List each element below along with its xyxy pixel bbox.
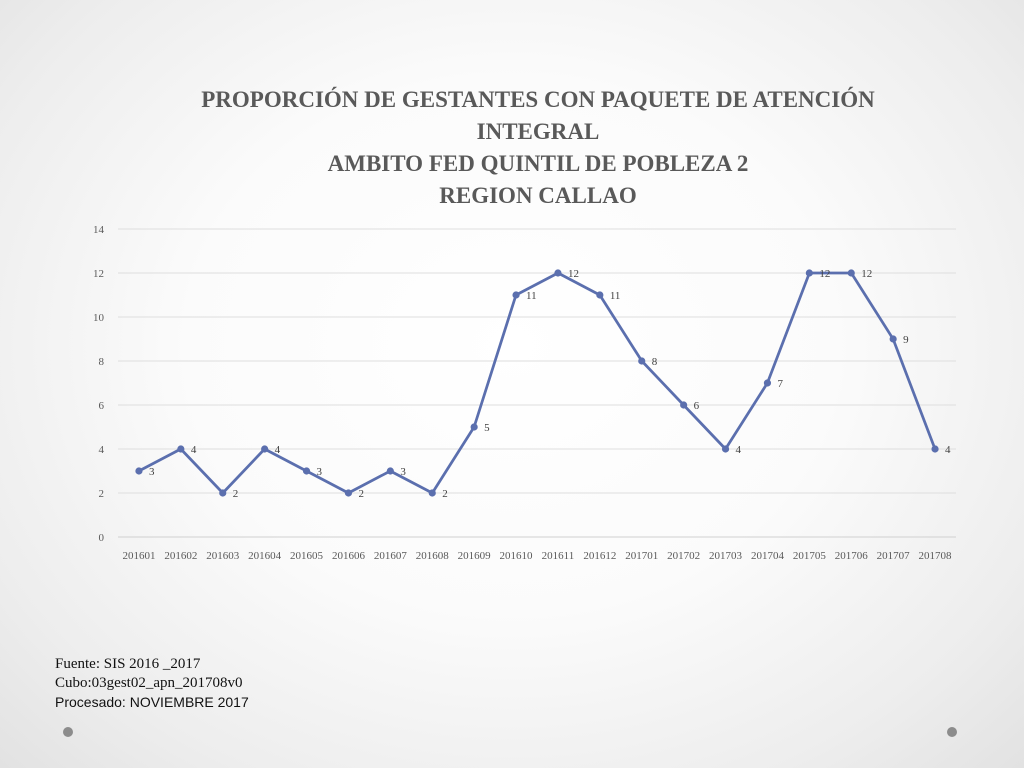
data-label: 4 (275, 444, 281, 456)
x-tick-label: 201602 (164, 550, 197, 562)
data-point (931, 445, 939, 453)
y-tick-label: 2 (99, 488, 105, 500)
chart-title: PROPORCIÓN DE GESTANTES CON PAQUETE DE A… (150, 84, 926, 212)
chart-title-line-4: REGION CALLAO (439, 183, 637, 208)
x-tick-label: 201706 (835, 550, 869, 562)
x-tick-label: 201704 (751, 550, 785, 562)
data-label: 2 (442, 488, 448, 500)
data-label: 3 (317, 466, 323, 478)
data-label: 2 (358, 488, 364, 500)
data-point (680, 401, 688, 409)
x-tick-label: 201703 (709, 550, 743, 562)
data-label: 3 (400, 466, 406, 478)
data-label: 12 (568, 268, 579, 280)
x-tick-label: 201601 (122, 550, 155, 562)
chart-title-line-2: INTEGRAL (476, 119, 600, 144)
x-tick-label: 201607 (374, 550, 408, 562)
x-tick-label: 201701 (625, 550, 658, 562)
data-label: 12 (861, 268, 872, 280)
data-point (554, 269, 562, 277)
data-point (344, 489, 353, 497)
data-point (135, 467, 143, 475)
data-label: 11 (526, 290, 537, 302)
data-point (596, 291, 604, 299)
data-point (428, 489, 436, 497)
gray-dot-icon (947, 727, 957, 737)
x-tick-label: 201705 (793, 550, 827, 562)
data-label: 4 (945, 444, 951, 456)
series-layer (137, 271, 937, 495)
y-tick-label: 10 (93, 312, 105, 324)
data-label: 4 (191, 444, 197, 456)
data-point (512, 291, 520, 299)
data-label: 3 (149, 466, 155, 478)
x-tick-label: 201612 (583, 550, 616, 562)
data-points (135, 269, 939, 497)
x-tick-label: 201605 (290, 550, 324, 562)
footer-processed-line: Procesado: NOVIEMBRE 2017 (55, 694, 249, 710)
x-tick-label: 201611 (542, 550, 575, 562)
x-tick-label: 201702 (667, 550, 700, 562)
data-point (302, 467, 311, 475)
y-tick-label: 12 (93, 268, 104, 280)
data-point (805, 269, 813, 277)
data-label: 11 (610, 290, 621, 302)
footer-source: Fuente: SIS 2016 _2017 Cubo:03gest02_apn… (55, 655, 249, 712)
footer-source-line: Fuente: SIS 2016 _2017 (55, 656, 201, 672)
data-label: 5 (484, 422, 490, 434)
data-point (721, 445, 730, 453)
series-line (137, 271, 937, 495)
y-tick-label: 4 (99, 444, 105, 456)
data-point (219, 489, 227, 497)
data-label: 4 (736, 444, 742, 456)
x-tick-label: 201603 (206, 550, 240, 562)
y-axis-ticks: 0 2 4 6 8 10 12 14 (93, 224, 105, 544)
x-tick-label: 201608 (416, 550, 450, 562)
chart-title-line-1: PROPORCIÓN DE GESTANTES CON PAQUETE DE A… (201, 87, 875, 112)
data-point (889, 335, 897, 343)
data-labels: 3 4 2 4 3 2 3 2 5 11 12 11 8 6 4 7 12 12 9 4 (149, 268, 951, 500)
data-label: 6 (694, 400, 700, 412)
footer-cube-line: Cubo:03gest02_apn_201708v0 (55, 675, 243, 691)
data-point (638, 357, 646, 365)
x-tick-label: 201606 (332, 550, 366, 562)
data-point (261, 445, 269, 453)
data-point (386, 467, 394, 475)
gray-dot-icon (63, 727, 73, 737)
x-tick-label: 201609 (458, 550, 492, 562)
gridlines (118, 228, 956, 538)
data-point (470, 423, 478, 431)
data-label: 9 (903, 334, 909, 346)
y-tick-label: 0 (99, 532, 105, 544)
x-tick-label: 201604 (248, 550, 282, 562)
data-point (177, 445, 185, 453)
x-axis-ticks: 201601 201602 201603 201604 201605 201606 2016… (122, 550, 952, 562)
data-point (847, 269, 855, 277)
data-label: 2 (233, 488, 239, 500)
data-label: 8 (652, 356, 658, 368)
x-tick-label: 201708 (919, 550, 953, 562)
y-tick-label: 6 (99, 400, 105, 412)
y-tick-label: 14 (93, 224, 105, 236)
y-tick-label: 8 (99, 356, 105, 368)
data-label: 12 (819, 268, 830, 280)
data-point (763, 379, 772, 387)
chart-title-line-3: AMBITO FED QUINTIL DE POBLEZA 2 (327, 151, 749, 176)
x-tick-label: 201610 (500, 550, 534, 562)
data-label: 7 (777, 378, 783, 390)
x-tick-label: 201707 (877, 550, 911, 562)
